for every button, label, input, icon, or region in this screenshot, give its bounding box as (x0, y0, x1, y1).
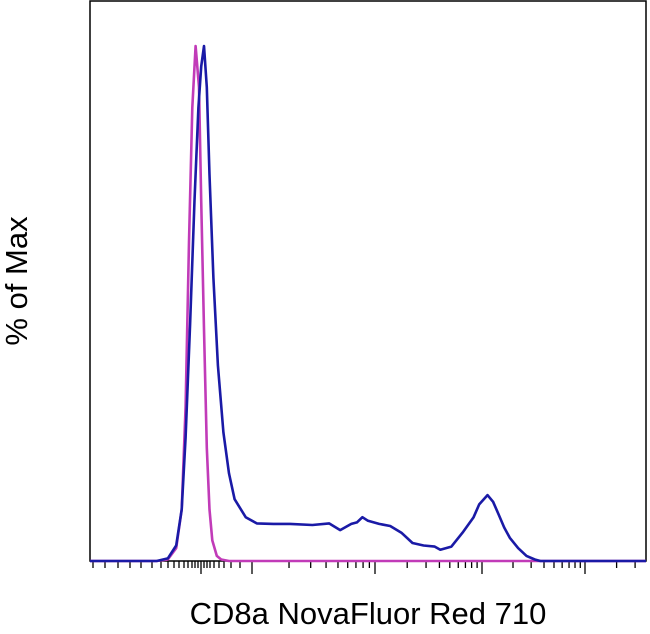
plot-frame (89, 0, 647, 562)
series-line-1 (90, 44, 646, 563)
x-axis-ticks (92, 561, 636, 574)
y-axis-label: % of Max (0, 216, 34, 346)
series-layer (90, 44, 646, 563)
series-line-2 (90, 44, 646, 563)
x-axis-label: CD8a NovaFluor Red 710 (190, 596, 547, 631)
